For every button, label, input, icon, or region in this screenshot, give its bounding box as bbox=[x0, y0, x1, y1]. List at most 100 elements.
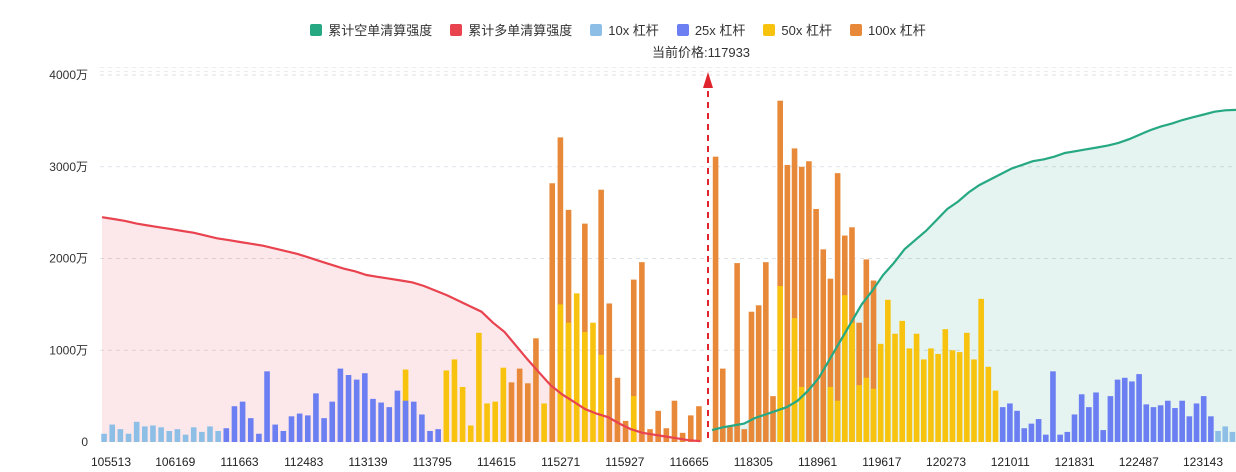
legend-item-long-cumulative[interactable]: 累计多单清算强度 bbox=[450, 20, 572, 39]
bar-10x bbox=[133, 421, 140, 442]
bar-100x bbox=[741, 429, 748, 442]
bar-segment-50x bbox=[798, 386, 805, 442]
legend-swatch-25x bbox=[676, 23, 689, 36]
bar-50x bbox=[985, 366, 992, 442]
bar-100x bbox=[622, 420, 629, 442]
bar-segment-50x bbox=[582, 331, 588, 442]
bar-25x bbox=[1007, 403, 1013, 442]
x-tick-label: 119617 bbox=[862, 455, 901, 469]
bar-50x bbox=[971, 359, 977, 442]
legend-swatch-100x bbox=[849, 23, 862, 36]
y-tick-label: 1000万 bbox=[49, 343, 88, 357]
bar-25x bbox=[288, 416, 295, 442]
bar-segment-50x bbox=[849, 322, 855, 442]
bar-100x bbox=[763, 262, 769, 442]
bar-25x bbox=[394, 390, 401, 442]
bar-100x bbox=[525, 383, 531, 442]
x-tick-label: 113795 bbox=[413, 455, 452, 469]
bar-25x bbox=[1078, 394, 1085, 442]
bar-segment-50x bbox=[870, 388, 877, 442]
bar-10x bbox=[174, 429, 181, 442]
bar-100x bbox=[784, 164, 791, 443]
bar-25x bbox=[419, 414, 425, 442]
bar-100x bbox=[712, 156, 719, 442]
x-tick-label: 118961 bbox=[798, 455, 837, 469]
x-tick-label: 106169 bbox=[155, 455, 195, 469]
bar-100x bbox=[647, 429, 653, 442]
bar-100x bbox=[791, 148, 798, 442]
x-tick-label: 115927 bbox=[605, 455, 644, 469]
legend-label: 累计空单清算强度 bbox=[328, 23, 433, 38]
bar-25x bbox=[1014, 410, 1020, 442]
bar-25x bbox=[1129, 381, 1135, 442]
legend-item-50x[interactable]: 50x 杠杆 bbox=[763, 20, 832, 39]
bar-25x bbox=[280, 430, 287, 442]
bar-segment-50x bbox=[856, 385, 862, 442]
bar-25x bbox=[410, 401, 417, 442]
bar-segment-50x bbox=[863, 377, 870, 442]
bar-25x bbox=[337, 368, 344, 442]
bar-25x bbox=[1064, 431, 1071, 442]
bar-50x bbox=[476, 332, 482, 442]
bar-25x bbox=[272, 424, 278, 442]
bar-100x bbox=[533, 338, 539, 442]
bar-25x bbox=[239, 401, 246, 442]
long-liquidation-line bbox=[101, 216, 701, 443]
bar-100x bbox=[671, 400, 678, 442]
bar-25x bbox=[1193, 403, 1200, 442]
short-liquidation-line bbox=[711, 108, 1236, 432]
bar-50x bbox=[877, 343, 884, 442]
bar-100x bbox=[863, 259, 870, 442]
legend-item-10x[interactable]: 10x 杠杆 bbox=[590, 20, 659, 39]
legend-item-100x[interactable]: 100x 杠杆 bbox=[849, 20, 926, 39]
chart-legend: 累计空单清算强度 累计多单清算强度 10x 杠杆 25x 杠杆 50x 杠杆 1… bbox=[0, 20, 1236, 39]
bar-50x bbox=[935, 353, 941, 442]
bar-25x bbox=[378, 402, 384, 442]
legend-swatch-50x bbox=[763, 23, 776, 36]
bar-10x bbox=[117, 429, 124, 442]
bar-10x bbox=[109, 424, 116, 442]
bar-50x bbox=[500, 367, 507, 442]
x-tick-label: 112483 bbox=[284, 455, 323, 469]
legend-item-short-cumulative[interactable]: 累计空单清算强度 bbox=[310, 20, 432, 39]
y-tick-label: 3000万 bbox=[49, 160, 88, 174]
bar-segment-50x bbox=[630, 396, 637, 442]
bar-25x bbox=[1028, 423, 1035, 442]
x-tick-label: 115271 bbox=[541, 455, 580, 469]
bar-25x bbox=[1057, 434, 1063, 442]
bar-25x bbox=[1093, 392, 1099, 442]
bar-10x bbox=[182, 434, 189, 442]
bar-50x bbox=[459, 386, 466, 442]
bar-100x bbox=[806, 161, 812, 442]
bar-100x bbox=[856, 322, 862, 442]
legend-item-25x[interactable]: 25x 杠杆 bbox=[676, 20, 745, 39]
x-tick-label: 120273 bbox=[926, 455, 966, 469]
bar-50x bbox=[573, 293, 580, 442]
bar-100x bbox=[813, 208, 819, 442]
bar-50x bbox=[467, 425, 474, 442]
bar-100x bbox=[770, 396, 776, 442]
bar-25x bbox=[1100, 430, 1107, 442]
bar-50x bbox=[451, 359, 458, 442]
bar-100x bbox=[516, 368, 523, 442]
bar-25x bbox=[264, 371, 270, 442]
bar-100x bbox=[820, 249, 827, 442]
y-tick-label: 0 bbox=[81, 435, 88, 449]
bar-50x bbox=[484, 403, 490, 442]
legend-label: 50x 杠杆 bbox=[781, 23, 832, 38]
bar-25x bbox=[1143, 404, 1150, 442]
bar-25x bbox=[1114, 379, 1121, 442]
bar-25x bbox=[1050, 371, 1056, 442]
bar-50x bbox=[443, 370, 450, 442]
y-tick-label: 2000万 bbox=[49, 252, 88, 266]
bar-25x bbox=[1136, 374, 1142, 442]
bar-25x bbox=[1165, 400, 1171, 442]
bar-25x bbox=[256, 433, 262, 442]
x-tick-label: 105513 bbox=[91, 455, 131, 469]
bar-25x bbox=[1107, 396, 1114, 442]
bar-segment-50x bbox=[565, 322, 572, 442]
x-tick-label: 111663 bbox=[220, 455, 259, 469]
bar-100x bbox=[614, 377, 621, 442]
bar-segment-50x bbox=[841, 295, 848, 442]
